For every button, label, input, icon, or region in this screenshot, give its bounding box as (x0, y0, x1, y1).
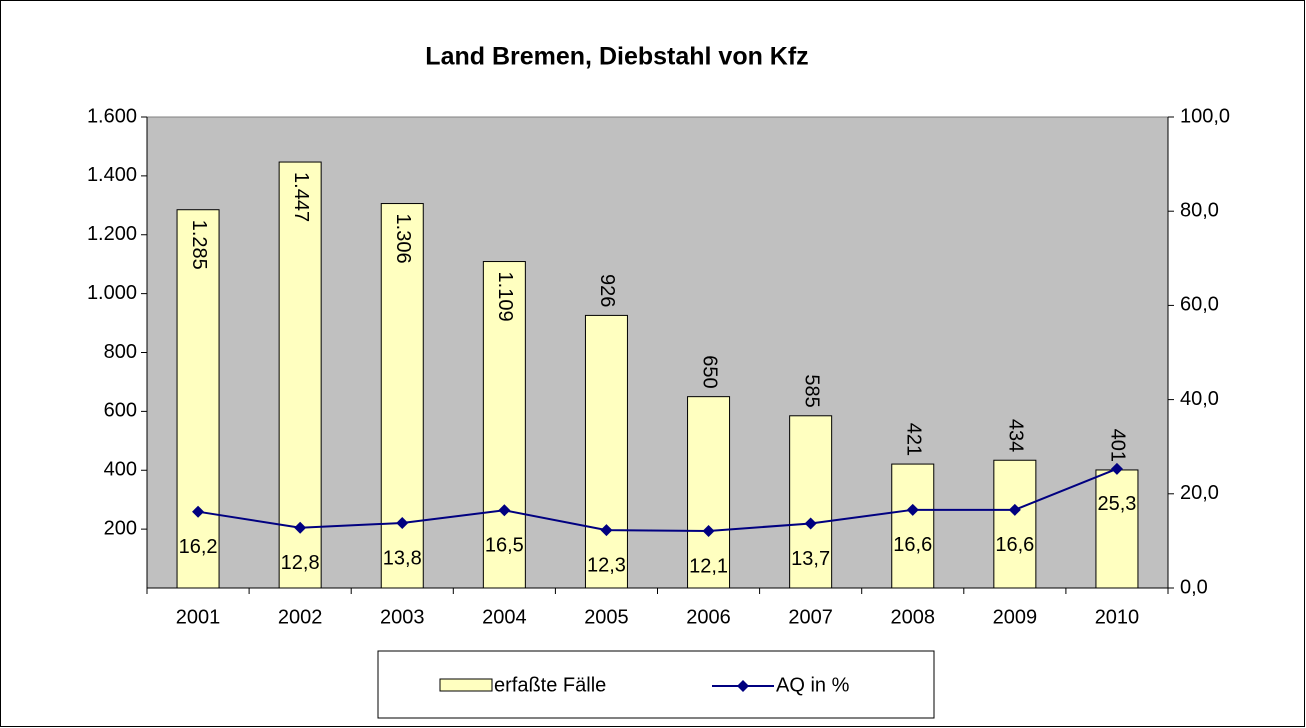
y2-tick-label: 60,0 (1180, 294, 1219, 316)
y-tick-label: 1.200 (87, 223, 137, 245)
bar (482, 261, 526, 589)
line-value-label: 16,5 (485, 535, 524, 557)
x-tick-label: 2009 (993, 606, 1038, 628)
line-marker (1008, 503, 1021, 516)
bar (176, 209, 220, 589)
line-value-label: 13,7 (791, 548, 830, 570)
bar-value-label: 1.109 (494, 272, 516, 322)
line-value-label: 25,3 (1097, 493, 1136, 515)
bar-value-label: 650 (698, 355, 720, 388)
bar (687, 396, 731, 589)
line-value-label: 13,8 (383, 547, 422, 569)
line-marker (396, 517, 409, 530)
y2-tick-label: 100,0 (1180, 105, 1230, 127)
line-marker (804, 517, 817, 530)
y-tick-label: 1.600 (87, 105, 137, 127)
chart-title: Land Bremen, Diebstahl von Kfz (425, 43, 808, 71)
bar-value-label: 421 (902, 423, 924, 456)
line-value-label: 16,2 (179, 536, 218, 558)
line-value-label: 12,8 (281, 552, 320, 574)
y-tick-label: 200 (104, 517, 137, 539)
line-value-label: 16,6 (893, 534, 932, 556)
x-tick-label: 2002 (278, 606, 323, 628)
line-marker (600, 524, 613, 537)
line-marker (294, 521, 307, 534)
legend-label: AQ in % (776, 674, 850, 696)
bar-value-label: 1.447 (290, 172, 312, 222)
y-tick-label: 800 (104, 341, 137, 363)
bar-value-label: 926 (596, 274, 618, 307)
x-tick-label: 2007 (788, 606, 833, 628)
line-value-label: 16,6 (995, 534, 1034, 556)
line-value-label: 12,3 (587, 554, 626, 576)
bar (584, 314, 628, 589)
bar (789, 415, 833, 589)
y-tick-label: 1.400 (87, 164, 137, 186)
bar (1095, 469, 1139, 589)
x-tick-label: 2004 (482, 606, 527, 628)
y-tick-label: 600 (104, 400, 137, 422)
y2-tick-label: 40,0 (1180, 388, 1219, 410)
legend-swatch (439, 678, 493, 692)
line-marker (192, 505, 205, 518)
line-marker (702, 525, 715, 538)
bar-value-label: 1.306 (392, 214, 414, 264)
x-tick-label: 2008 (891, 606, 936, 628)
bar (891, 463, 935, 589)
bar-value-label: 401 (1107, 429, 1129, 462)
line-marker (498, 504, 511, 517)
bar-value-label: 1.285 (188, 220, 210, 270)
y-tick-label: 1.000 (87, 282, 137, 304)
y2-tick-label: 20,0 (1180, 482, 1219, 504)
x-tick-label: 2010 (1095, 606, 1140, 628)
x-tick-label: 2001 (176, 606, 221, 628)
legend-marker (737, 680, 749, 692)
legend-label: erfaßte Fälle (494, 674, 606, 696)
bar (278, 161, 322, 589)
x-tick-label: 2006 (686, 606, 731, 628)
y2-tick-label: 80,0 (1180, 199, 1219, 221)
y2-tick-label: 0,0 (1180, 576, 1208, 598)
x-tick-label: 2005 (584, 606, 629, 628)
bar (993, 459, 1037, 589)
line-marker (906, 503, 919, 516)
line-marker (1110, 462, 1123, 475)
line-value-label: 12,1 (689, 555, 728, 577)
x-tick-label: 2003 (380, 606, 425, 628)
y-tick-label: 400 (104, 459, 137, 481)
line (197, 467, 1118, 533)
bar-value-label: 434 (1005, 419, 1027, 452)
bar-value-label: 585 (800, 374, 822, 407)
